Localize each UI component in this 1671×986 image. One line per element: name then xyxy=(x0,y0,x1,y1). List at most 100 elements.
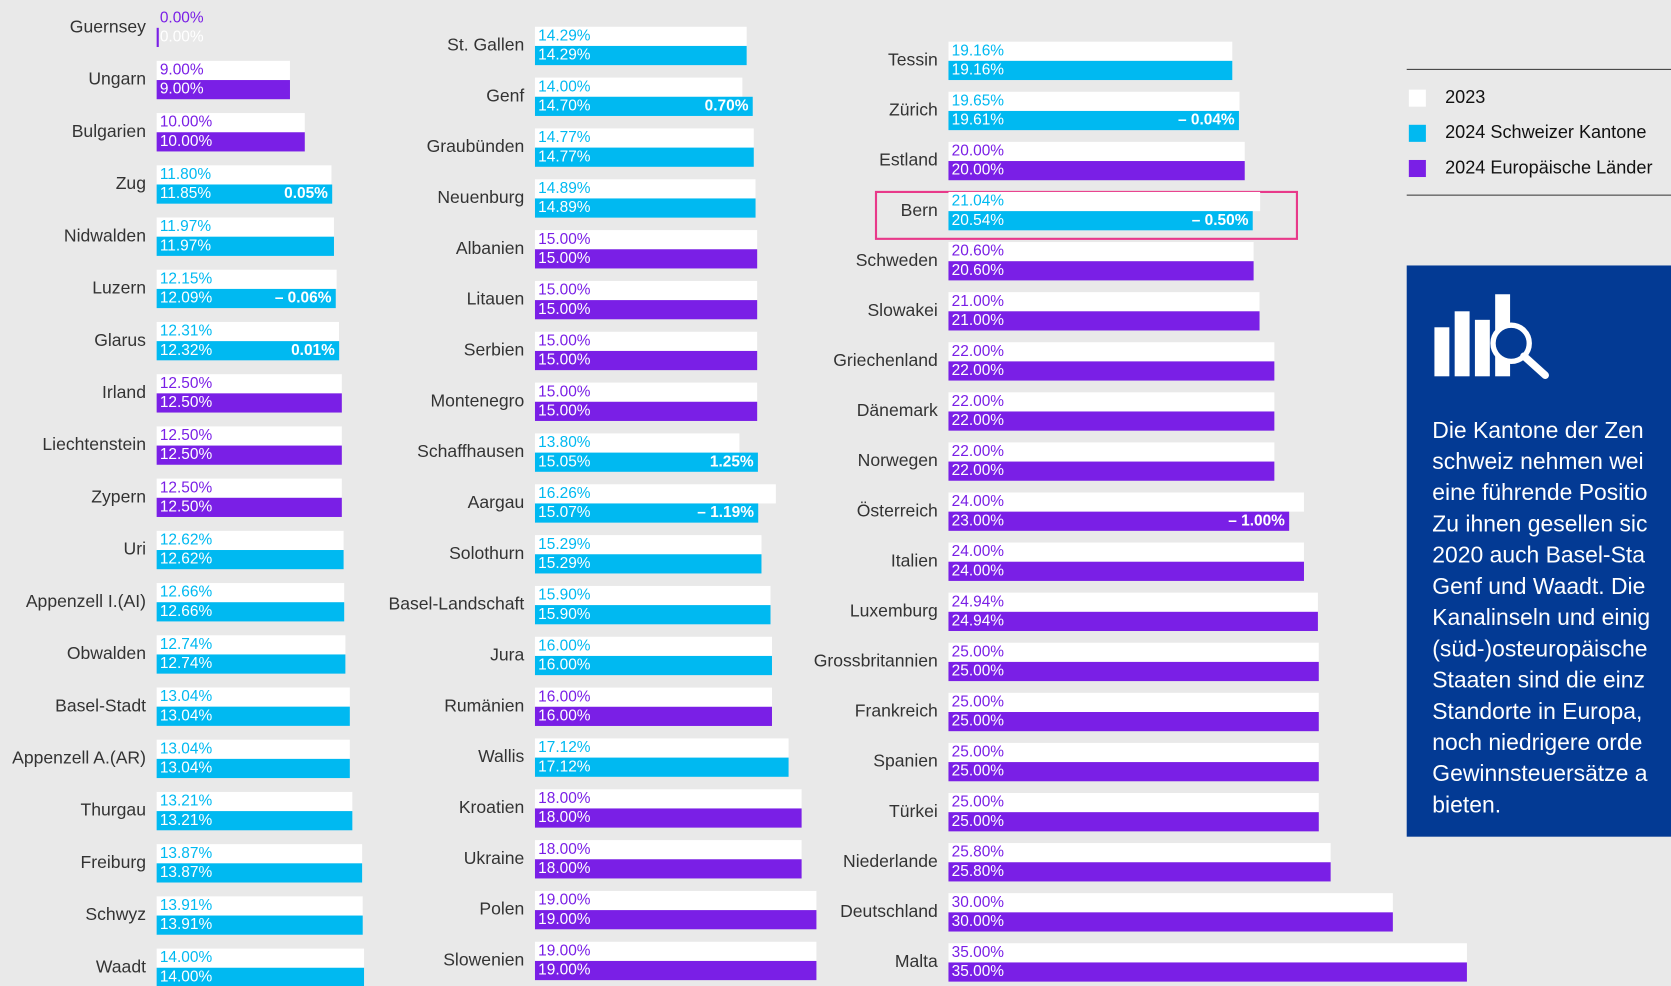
category-label: Deutschland xyxy=(840,901,938,921)
bar-2023 xyxy=(156,217,334,237)
value-label-2024: 12.66% xyxy=(160,603,213,620)
value-label-2024: 9.00% xyxy=(160,81,204,98)
bar-2023 xyxy=(156,687,350,707)
value-label-2024: 22.00% xyxy=(952,462,1005,479)
value-label-2024: 24.00% xyxy=(952,562,1005,579)
value-label-2023: 11.97% xyxy=(160,218,211,235)
category-label: Albanien xyxy=(456,238,524,258)
bar-2024 xyxy=(948,912,1393,932)
category-label: Graubünden xyxy=(427,136,525,156)
category-label: Schwyz xyxy=(85,904,146,924)
value-label-2023: 25.00% xyxy=(952,693,1005,710)
bar-2024 xyxy=(156,393,342,413)
category-label: Schweden xyxy=(856,250,938,270)
info-text: noch niedrigere orde xyxy=(1432,729,1642,755)
bar-2023 xyxy=(948,342,1275,362)
value-label-2024: 13.04% xyxy=(160,707,213,724)
category-label: Spanien xyxy=(873,751,938,771)
info-text: eine führende Positio xyxy=(1432,479,1647,505)
bar-2023 xyxy=(948,542,1304,562)
bar-2023 xyxy=(534,382,758,402)
category-label: Schaffhausen xyxy=(417,441,524,461)
value-label-2023: 12.50% xyxy=(160,375,213,392)
bar-2024 xyxy=(156,497,342,517)
bar-2023 xyxy=(156,113,305,133)
bar-2024 xyxy=(534,96,753,116)
value-label-2023: 15.00% xyxy=(538,332,591,349)
bar-2024 xyxy=(948,60,1233,81)
bar-2024 xyxy=(156,184,333,204)
value-label-2024: 20.54% xyxy=(952,212,1005,229)
value-label-2024: 20.60% xyxy=(952,262,1005,279)
category-label: Zürich xyxy=(889,100,938,120)
bar-2023 xyxy=(156,374,342,394)
bar-2024 xyxy=(156,27,159,48)
legend-label: 2024 Schweizer Kantone xyxy=(1445,122,1646,142)
bar-2023 xyxy=(948,91,1240,111)
info-text: (süd-)osteuropäische xyxy=(1432,635,1647,661)
value-label-2024: 11.85% xyxy=(160,185,211,202)
value-label-2024: 22.00% xyxy=(952,362,1005,379)
info-text: Genf und Waadt. Die xyxy=(1432,573,1645,599)
value-label-2023: 0.00% xyxy=(160,9,204,26)
legend-label: 2024 Europäische Länder xyxy=(1445,157,1652,177)
bar-2024 xyxy=(534,960,817,981)
bar-2023 xyxy=(534,280,758,301)
bar-2024 xyxy=(156,550,344,570)
bar-2023 xyxy=(948,642,1319,662)
bar-2023 xyxy=(156,583,345,603)
bar-2023 xyxy=(534,77,743,97)
bar-2023 xyxy=(156,426,342,446)
legend-swatch xyxy=(1408,124,1426,142)
category-label: Tessin xyxy=(888,50,938,70)
category-label: Italien xyxy=(891,550,938,570)
value-label-2024: 18.00% xyxy=(538,809,591,826)
bar-2023 xyxy=(534,890,817,911)
bar-2024 xyxy=(948,962,1467,982)
bar-2023 xyxy=(156,60,290,81)
info-panel xyxy=(1406,265,1671,837)
bar-2023 xyxy=(156,478,342,498)
value-label-2023: 35.00% xyxy=(952,944,1005,961)
bar-2023 xyxy=(948,392,1275,412)
info-icon xyxy=(1434,294,1549,379)
value-label-2024: 10.00% xyxy=(160,133,213,150)
value-label-2024: 25.00% xyxy=(952,813,1005,830)
bar-2023 xyxy=(948,893,1393,913)
bar-2024 xyxy=(948,110,1239,131)
bar-2024 xyxy=(534,45,747,66)
bar-2023 xyxy=(948,191,1261,212)
value-label-2024: 14.89% xyxy=(538,199,591,216)
bar-2024 xyxy=(948,762,1319,782)
bar-2024 xyxy=(534,910,817,930)
value-label-2023: 25.80% xyxy=(952,844,1005,861)
category-label: Dänemark xyxy=(857,400,938,420)
value-label-2023: 19.65% xyxy=(952,92,1005,109)
category-label: Malta xyxy=(895,951,938,971)
value-label-2023: 13.04% xyxy=(160,740,213,757)
bar-2024 xyxy=(534,503,759,523)
info-text: 2020 auch Basel-Sta xyxy=(1432,542,1645,568)
value-label-2024: 13.87% xyxy=(160,864,213,881)
bar-2024 xyxy=(156,706,350,726)
value-label-2023: 12.62% xyxy=(160,532,213,549)
value-label-2023: 14.00% xyxy=(538,78,591,95)
category-label: Genf xyxy=(486,85,524,105)
value-label-2023: 19.00% xyxy=(538,892,591,909)
value-label-2024: 19.61% xyxy=(952,112,1005,129)
category-label: Rumänien xyxy=(444,695,524,715)
bar-2023 xyxy=(156,635,346,655)
value-label-2024: 14.00% xyxy=(160,968,213,985)
bar-2023 xyxy=(534,128,754,148)
category-label: Appenzell I.(AI) xyxy=(26,591,146,611)
value-label-2023: 24.00% xyxy=(952,493,1005,510)
value-label-2024: 19.00% xyxy=(538,911,591,928)
value-label-2023: 13.80% xyxy=(538,434,591,451)
bar-2023 xyxy=(156,530,344,551)
bar-2024 xyxy=(948,311,1260,331)
bar-2024 xyxy=(534,249,758,269)
value-label-2024: 12.74% xyxy=(160,655,213,672)
value-label-2024: 13.21% xyxy=(160,812,213,829)
bar-2023 xyxy=(534,26,747,46)
